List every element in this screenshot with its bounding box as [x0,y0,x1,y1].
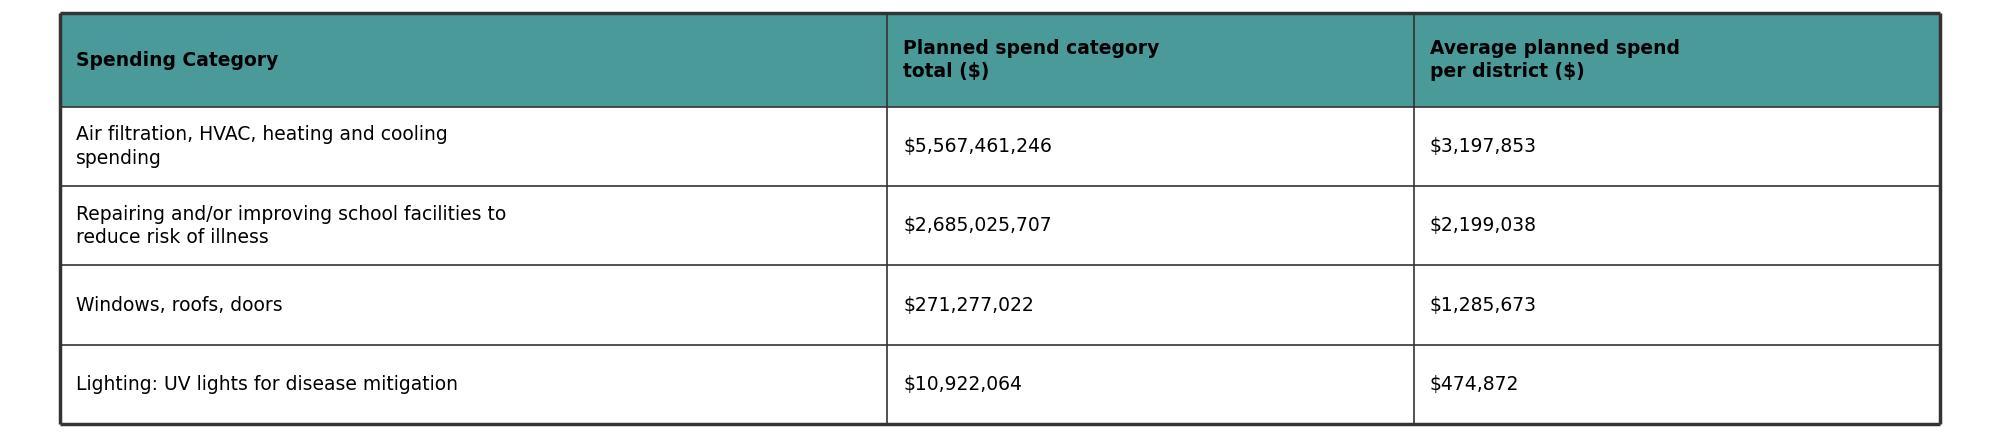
FancyBboxPatch shape [1414,265,1940,345]
FancyBboxPatch shape [60,107,888,186]
Text: Lighting: UV lights for disease mitigation: Lighting: UV lights for disease mitigati… [76,375,458,394]
Text: $3,197,853: $3,197,853 [1430,137,1536,156]
Text: Repairing and/or improving school facilities to
reduce risk of illness: Repairing and/or improving school facili… [76,205,506,247]
FancyBboxPatch shape [888,345,1414,424]
Text: Spending Category: Spending Category [76,51,278,69]
FancyBboxPatch shape [60,265,888,345]
Text: Windows, roofs, doors: Windows, roofs, doors [76,295,282,315]
FancyBboxPatch shape [888,13,1414,107]
FancyBboxPatch shape [1414,186,1940,266]
Text: Air filtration, HVAC, heating and cooling
spending: Air filtration, HVAC, heating and coolin… [76,125,448,168]
FancyBboxPatch shape [60,186,888,266]
Text: $1,285,673: $1,285,673 [1430,295,1536,315]
Text: Planned spend category
total ($): Planned spend category total ($) [904,39,1160,81]
FancyBboxPatch shape [1414,345,1940,424]
Text: $271,277,022: $271,277,022 [904,295,1034,315]
Text: $10,922,064: $10,922,064 [904,375,1022,394]
FancyBboxPatch shape [1414,13,1940,107]
Text: Average planned spend
per district ($): Average planned spend per district ($) [1430,39,1680,81]
FancyBboxPatch shape [888,265,1414,345]
FancyBboxPatch shape [60,13,888,107]
FancyBboxPatch shape [888,107,1414,186]
Text: $2,685,025,707: $2,685,025,707 [904,216,1052,236]
Text: $5,567,461,246: $5,567,461,246 [904,137,1052,156]
FancyBboxPatch shape [1414,107,1940,186]
Text: $474,872: $474,872 [1430,375,1518,394]
Text: $2,199,038: $2,199,038 [1430,216,1536,236]
FancyBboxPatch shape [60,345,888,424]
FancyBboxPatch shape [888,186,1414,266]
